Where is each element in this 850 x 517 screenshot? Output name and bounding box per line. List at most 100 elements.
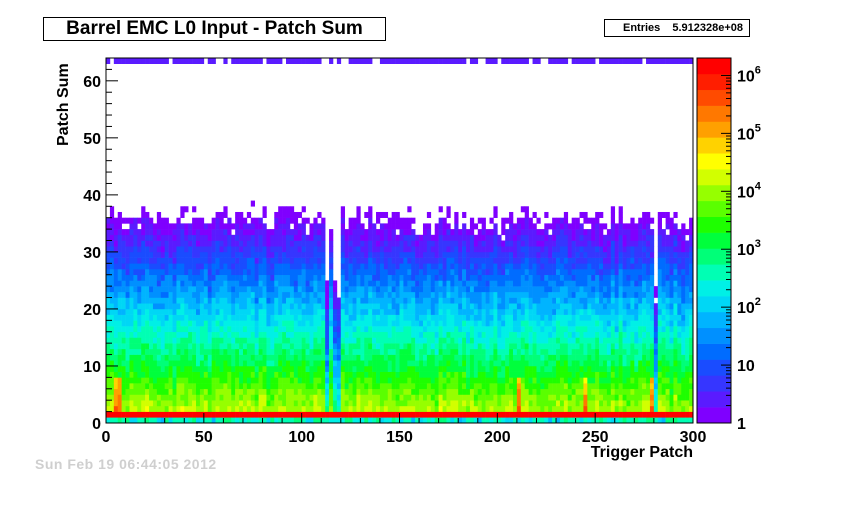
heatmap-cell — [160, 234, 165, 241]
heatmap-cell — [583, 417, 588, 424]
heatmap-cell — [211, 354, 216, 361]
heatmap-cell — [278, 331, 283, 338]
heatmap-cell — [250, 234, 255, 241]
heatmap-cell — [121, 400, 126, 407]
heatmap-cell — [485, 400, 490, 407]
heatmap-cell — [188, 388, 193, 395]
heatmap-cell — [462, 383, 467, 390]
heatmap-cell — [246, 371, 252, 378]
heatmap-cell — [309, 360, 314, 367]
heatmap-cell — [512, 383, 518, 390]
heatmap-cell — [634, 388, 639, 395]
heatmap-cell — [254, 348, 259, 355]
heatmap-cell — [289, 269, 295, 276]
heatmap-cell — [196, 257, 201, 264]
heatmap-cell — [250, 229, 255, 236]
heatmap-cell — [450, 246, 455, 253]
heatmap-cell — [379, 308, 385, 315]
heatmap-cell — [454, 354, 459, 361]
heatmap-cell — [196, 400, 201, 407]
heatmap-cell — [266, 377, 271, 384]
heatmap-cell — [626, 331, 631, 338]
heatmap-cell — [614, 411, 619, 418]
heatmap-cell — [282, 308, 287, 315]
heatmap-cell — [340, 348, 346, 355]
heatmap-cell — [434, 269, 439, 276]
heatmap-cell — [599, 234, 604, 241]
heatmap-cell — [254, 297, 259, 304]
heatmap-cell — [297, 417, 302, 424]
heatmap-cell — [532, 274, 537, 281]
heatmap-cell — [231, 234, 236, 241]
heatmap-cell — [595, 394, 600, 401]
heatmap-cell — [391, 337, 396, 344]
heatmap-cell — [352, 405, 357, 412]
heatmap-cell — [559, 314, 565, 321]
heatmap-cell — [242, 263, 248, 270]
heatmap-cell — [595, 251, 600, 258]
heatmap-cell — [383, 240, 389, 247]
heatmap-cell — [540, 246, 545, 253]
heatmap-cell — [199, 383, 205, 390]
heatmap-cell — [125, 326, 130, 333]
heatmap-cell — [571, 365, 576, 372]
heatmap-cell — [149, 343, 154, 350]
heatmap-cell — [559, 388, 565, 395]
heatmap-cell — [364, 280, 369, 287]
heatmap-cell — [106, 280, 111, 287]
heatmap-cell — [462, 377, 467, 384]
heatmap-cell — [630, 388, 635, 395]
heatmap-cell — [168, 234, 173, 241]
heatmap-cell — [489, 400, 494, 407]
heatmap-cell — [407, 240, 412, 247]
heatmap-cell — [274, 348, 279, 355]
heatmap-cell — [227, 331, 232, 338]
heatmap-cell — [583, 297, 588, 304]
heatmap-cell — [442, 234, 447, 241]
heatmap-cell — [199, 400, 205, 407]
heatmap-cell — [301, 274, 306, 281]
heatmap-cell — [141, 394, 146, 401]
heatmap-cell — [415, 257, 420, 264]
heatmap-cell — [235, 405, 240, 412]
heatmap-cell — [293, 291, 299, 298]
heatmap-cell — [419, 331, 424, 338]
heatmap-cell — [192, 234, 197, 241]
heatmap-cell — [211, 383, 216, 390]
heatmap-cell — [129, 291, 134, 298]
heatmap-cell — [434, 388, 439, 395]
heatmap-cell — [305, 365, 310, 372]
heatmap-cell — [638, 411, 643, 418]
heatmap-cell — [395, 360, 400, 367]
heatmap-cell — [595, 291, 600, 298]
heatmap-cell — [446, 337, 451, 344]
heatmap-cell — [141, 280, 146, 287]
heatmap-cell — [422, 291, 428, 298]
heatmap-cell — [395, 274, 400, 281]
heatmap-cell — [642, 388, 647, 395]
heatmap-cell — [199, 280, 205, 287]
heatmap-cell — [270, 326, 275, 333]
heatmap-cell — [180, 251, 185, 258]
heatmap-cell — [164, 337, 169, 344]
heatmap-cell — [481, 388, 486, 395]
heatmap-cell — [196, 320, 201, 327]
heatmap-cell — [556, 257, 561, 264]
heatmap-cell — [399, 383, 404, 390]
heatmap-cell — [293, 269, 299, 276]
heatmap-cell — [544, 371, 549, 378]
heatmap-cell — [540, 240, 545, 247]
heatmap-cell — [610, 303, 616, 310]
heatmap-cell — [293, 303, 299, 310]
heatmap-cell — [199, 411, 205, 418]
heatmap-cell — [176, 246, 181, 253]
heatmap-cell — [634, 331, 639, 338]
heatmap-cell — [430, 251, 436, 258]
heatmap-cell — [473, 417, 479, 424]
heatmap-cell — [376, 291, 381, 298]
heatmap-cell — [419, 343, 424, 350]
heatmap-cell — [411, 417, 416, 424]
heatmap-cell — [242, 297, 248, 304]
heatmap-cell — [282, 371, 287, 378]
heatmap-cell — [352, 223, 357, 230]
